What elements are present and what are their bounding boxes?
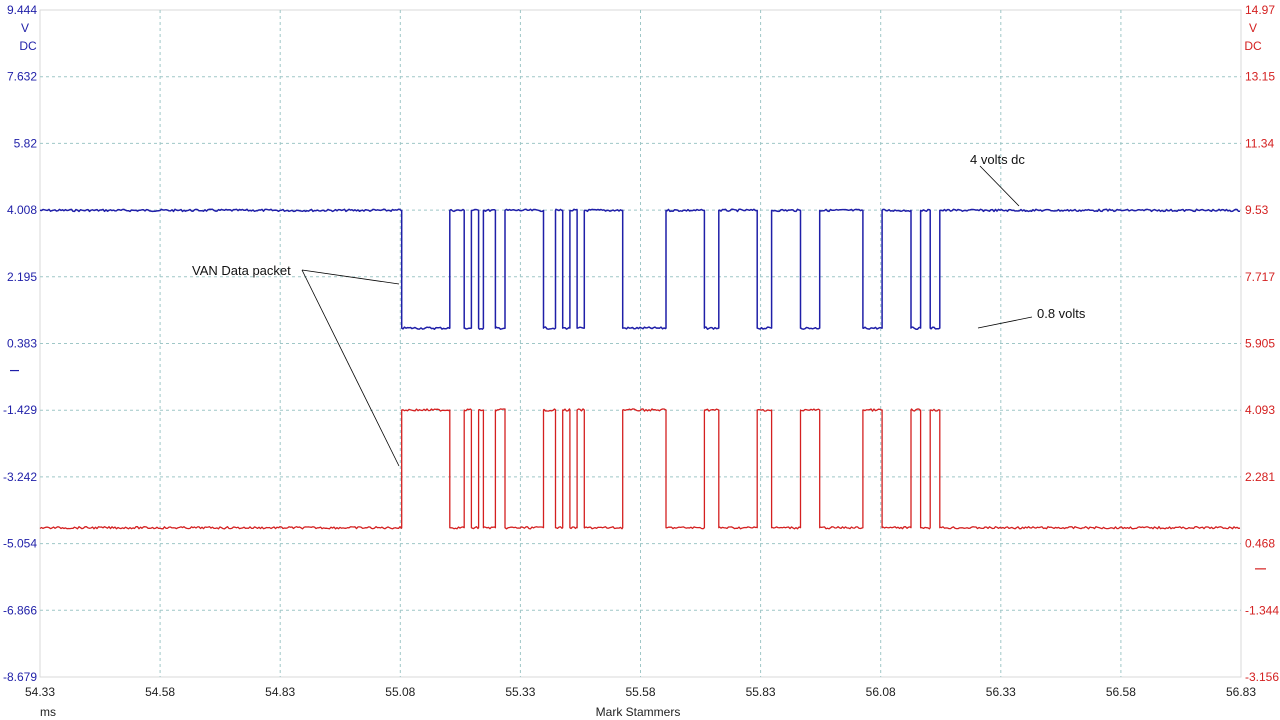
- annotation-label: 4 volts dc: [970, 152, 1025, 167]
- annotation-label: VAN Data packet: [192, 263, 291, 278]
- x-axis-tick-label: 55.08: [385, 685, 415, 699]
- annotation-label: 0.8 volts: [1037, 306, 1086, 321]
- x-axis-tick-label: 55.83: [746, 685, 776, 699]
- left-axis-tick-label: 4.008: [7, 203, 37, 217]
- left-axis-tick-label: 2.195: [7, 270, 37, 284]
- left-axis-tick-label: 7.632: [7, 70, 37, 84]
- left-axis-tick-label: -5.054: [3, 537, 37, 551]
- left-axis: V DC 9.444 7.632 5.82 4.008 2.195 0.383 -1.429…: [3, 3, 37, 684]
- left-axis-tick-label: 5.82: [14, 136, 38, 150]
- left-axis-tick-label: 9.444: [7, 3, 37, 17]
- x-axis-tick-label: 54.58: [145, 685, 175, 699]
- x-axis-tick-label: 54.83: [265, 685, 295, 699]
- annotation-leader-line: [979, 165, 1020, 207]
- x-axis-unit: ms: [40, 705, 56, 719]
- left-axis-tick-label: -6.866: [3, 603, 37, 617]
- right-axis-tick-label: 11.34: [1245, 136, 1274, 150]
- x-axis-tick-label: 55.58: [625, 685, 655, 699]
- series-line-red: [39, 408, 1241, 530]
- right-axis-tick-label: 14.97: [1245, 3, 1275, 17]
- right-axis-tick-label: 0.468: [1245, 537, 1275, 551]
- right-axis-tick-label: 13.15: [1245, 70, 1275, 84]
- right-axis-tick-label: 5.905: [1245, 337, 1275, 351]
- annotation-leader-line: [301, 269, 400, 285]
- traces: [39, 208, 1241, 530]
- right-axis-tick-label: 9.53: [1245, 203, 1269, 217]
- x-axis-label: Mark Stammers: [596, 705, 681, 719]
- x-axis-tick-label: 56.58: [1106, 685, 1136, 699]
- x-axis-tick-label: 55.33: [505, 685, 535, 699]
- left-axis-tick-label: -1.429: [3, 403, 37, 417]
- x-axis-tick-label: 54.33: [25, 685, 55, 699]
- right-axis-tick-label: 7.717: [1245, 270, 1275, 284]
- annotation-leader-line: [977, 316, 1033, 329]
- x-axis-tick-label: 56.83: [1226, 685, 1256, 699]
- right-axis-unit: V: [1249, 21, 1257, 35]
- x-axis-tick-label: 56.08: [866, 685, 896, 699]
- grid-lines: [40, 10, 1241, 677]
- right-axis-tick-label: -1.344: [1245, 603, 1279, 617]
- left-axis-tick-label: 0.383: [7, 337, 37, 351]
- left-axis-coupling: DC: [19, 39, 37, 53]
- x-axis-tick-label: 56.33: [986, 685, 1016, 699]
- series-line-blue: [39, 208, 1241, 330]
- right-axis-tick-label: 2.281: [1245, 470, 1275, 484]
- left-axis-tick-label: -3.242: [3, 470, 37, 484]
- left-axis-tick-label: -8.679: [3, 670, 37, 684]
- left-axis-unit: V: [21, 21, 29, 35]
- right-axis-tick-label: -3.156: [1245, 670, 1279, 684]
- right-axis-coupling: DC: [1244, 39, 1262, 53]
- right-axis: V DC 14.97 13.15 11.34 9.53 7.717 5.905 4.093 2…: [1244, 3, 1279, 684]
- annotation-leader-line: [301, 269, 400, 467]
- x-axis: ms Mark Stammers 54.33 54.58 54.83 55.08 55.…: [25, 685, 1256, 719]
- right-axis-tick-label: 4.093: [1245, 403, 1275, 417]
- annotations: VAN Data packet 4 volts dc 0.8 volts: [192, 152, 1086, 467]
